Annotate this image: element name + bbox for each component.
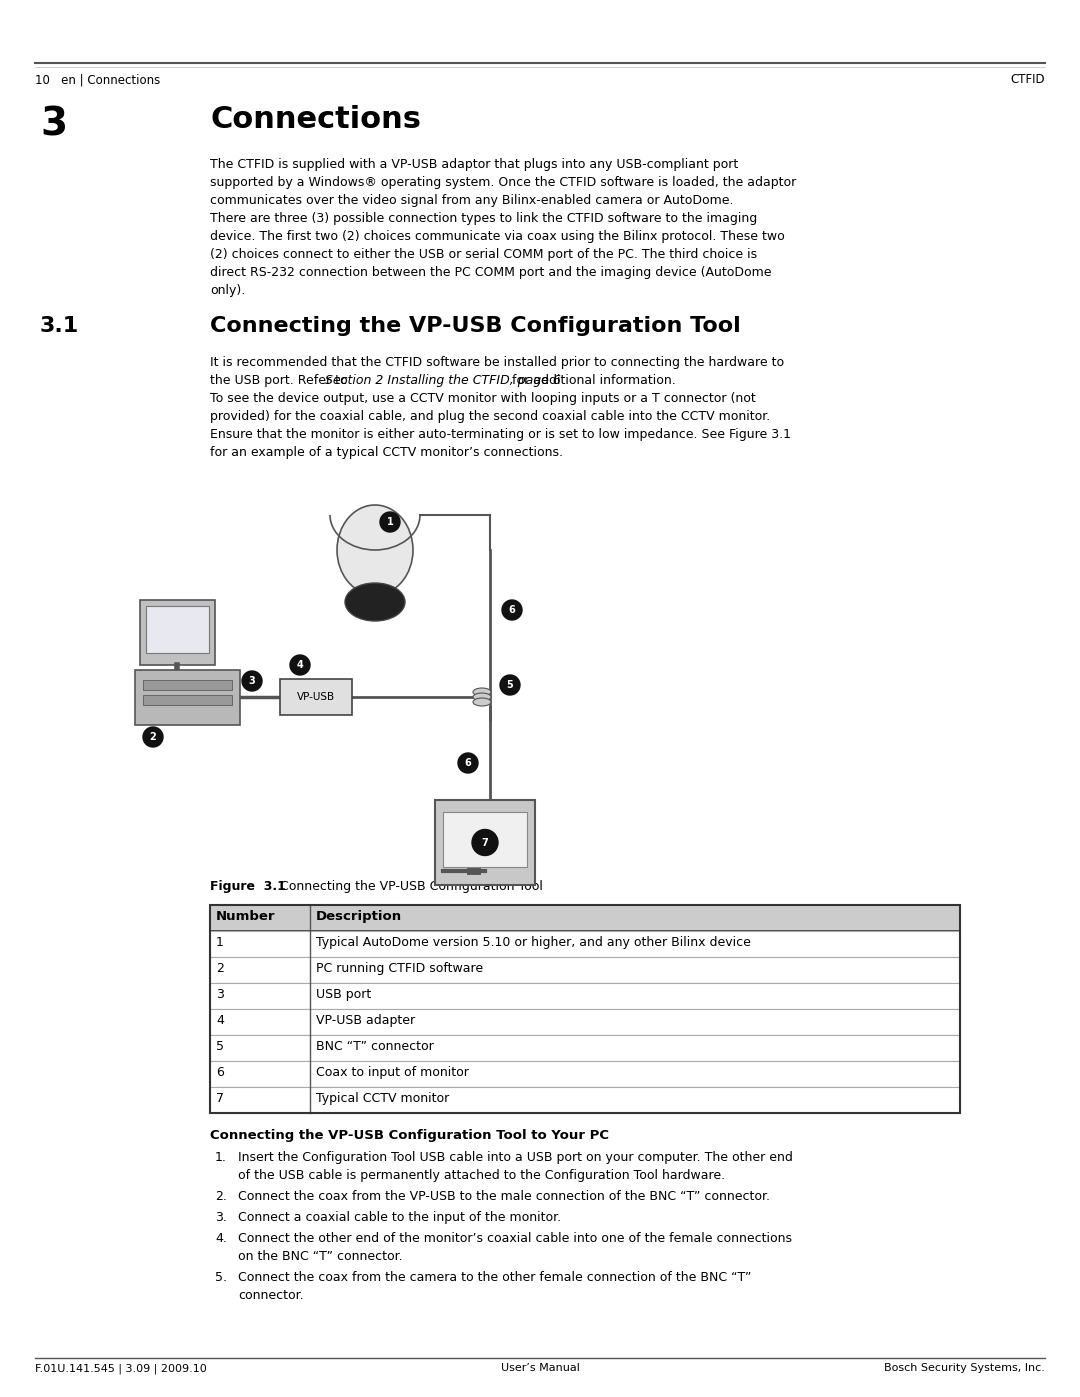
Text: F.01U.141.545 | 3.09 | 2009.10: F.01U.141.545 | 3.09 | 2009.10 (35, 1363, 206, 1373)
Text: 4: 4 (216, 1014, 224, 1027)
Text: device. The first two (2) choices communicate via coax using the Bilinx protocol: device. The first two (2) choices commun… (210, 231, 785, 243)
Text: Typical AutoDome version 5.10 or higher, and any other Bilinx device: Typical AutoDome version 5.10 or higher,… (316, 936, 751, 949)
Text: 7: 7 (482, 837, 488, 848)
Text: To see the device output, use a CCTV monitor with looping inputs or a T connecto: To see the device output, use a CCTV mon… (210, 393, 756, 405)
Text: for additional information.: for additional information. (508, 374, 676, 387)
Ellipse shape (473, 687, 491, 696)
Text: Section 2 Installing the CTFID, page 6: Section 2 Installing the CTFID, page 6 (325, 374, 562, 387)
Text: on the BNC “T” connector.: on the BNC “T” connector. (238, 1250, 403, 1263)
Text: Coax to input of monitor: Coax to input of monitor (316, 1066, 469, 1078)
Text: Figure  3.1: Figure 3.1 (210, 880, 286, 893)
Ellipse shape (345, 583, 405, 622)
Text: Connections: Connections (210, 105, 421, 134)
FancyBboxPatch shape (435, 800, 535, 886)
Text: 4.: 4. (215, 1232, 227, 1245)
FancyBboxPatch shape (210, 983, 960, 1009)
Text: 5: 5 (216, 1039, 224, 1053)
Text: 7: 7 (216, 1092, 224, 1105)
Text: Ensure that the monitor is either auto-terminating or is set to low impedance. S: Ensure that the monitor is either auto-t… (210, 427, 791, 441)
Circle shape (500, 675, 519, 694)
Text: Connecting the VP-USB Configuration Tool: Connecting the VP-USB Configuration Tool (268, 880, 543, 893)
Circle shape (458, 753, 478, 773)
FancyBboxPatch shape (210, 1035, 960, 1060)
Text: Typical CCTV monitor: Typical CCTV monitor (316, 1092, 449, 1105)
Text: Description: Description (316, 909, 402, 923)
Text: Connect the other end of the monitor’s coaxial cable into one of the female conn: Connect the other end of the monitor’s c… (238, 1232, 792, 1245)
Text: 3: 3 (248, 676, 255, 686)
FancyBboxPatch shape (146, 606, 210, 652)
Circle shape (242, 671, 262, 692)
Text: 5.: 5. (215, 1271, 227, 1284)
Text: Number: Number (216, 909, 275, 923)
Text: 4: 4 (297, 659, 303, 671)
Text: VP-USB: VP-USB (297, 692, 335, 703)
Text: of the USB cable is permanently attached to the Configuration Tool hardware.: of the USB cable is permanently attached… (238, 1169, 725, 1182)
Text: 6: 6 (216, 1066, 224, 1078)
Text: for an example of a typical CCTV monitor’s connections.: for an example of a typical CCTV monitor… (210, 446, 563, 460)
Text: 2: 2 (216, 963, 224, 975)
Text: direct RS-232 connection between the PC COMM port and the imaging device (AutoDo: direct RS-232 connection between the PC … (210, 265, 771, 279)
FancyBboxPatch shape (140, 599, 215, 665)
Ellipse shape (337, 504, 413, 595)
Text: supported by a Windows® operating system. Once the CTFID software is loaded, the: supported by a Windows® operating system… (210, 176, 796, 189)
FancyBboxPatch shape (210, 1087, 960, 1113)
Text: 2.: 2. (215, 1190, 227, 1203)
FancyBboxPatch shape (143, 694, 232, 705)
FancyBboxPatch shape (210, 930, 960, 957)
Circle shape (143, 726, 163, 747)
FancyBboxPatch shape (210, 1009, 960, 1035)
Text: provided) for the coaxial cable, and plug the second coaxial cable into the CCTV: provided) for the coaxial cable, and plu… (210, 409, 770, 423)
Text: Connect the coax from the VP-USB to the male connection of the BNC “T” connector: Connect the coax from the VP-USB to the … (238, 1190, 770, 1203)
Text: only).: only). (210, 284, 245, 298)
Text: 6: 6 (464, 759, 471, 768)
Text: 1: 1 (387, 517, 393, 527)
FancyBboxPatch shape (210, 905, 960, 930)
Text: Connecting the VP-USB Configuration Tool: Connecting the VP-USB Configuration Tool (210, 316, 741, 337)
Text: the USB port. Refer to: the USB port. Refer to (210, 374, 352, 387)
Text: 3: 3 (216, 988, 224, 1002)
Text: There are three (3) possible connection types to link the CTFID software to the : There are three (3) possible connection … (210, 212, 757, 225)
FancyBboxPatch shape (210, 1060, 960, 1087)
Text: 2: 2 (150, 732, 157, 742)
Text: 3.: 3. (215, 1211, 227, 1224)
Text: USB port: USB port (316, 988, 372, 1002)
Text: 3.1: 3.1 (40, 316, 79, 337)
Circle shape (502, 599, 522, 620)
Ellipse shape (473, 693, 491, 701)
Text: 10   en | Connections: 10 en | Connections (35, 73, 160, 87)
Circle shape (291, 655, 310, 675)
Text: 5: 5 (507, 680, 513, 690)
FancyBboxPatch shape (443, 812, 527, 868)
Text: 6: 6 (509, 605, 515, 615)
Text: connector.: connector. (238, 1289, 303, 1302)
FancyBboxPatch shape (280, 679, 352, 715)
FancyBboxPatch shape (143, 680, 232, 690)
Text: PC running CTFID software: PC running CTFID software (316, 963, 483, 975)
Text: Insert the Configuration Tool USB cable into a USB port on your computer. The ot: Insert the Configuration Tool USB cable … (238, 1151, 793, 1164)
FancyBboxPatch shape (135, 671, 240, 725)
Text: 1: 1 (216, 936, 224, 949)
Text: 1.: 1. (215, 1151, 227, 1164)
Text: Connect a coaxial cable to the input of the monitor.: Connect a coaxial cable to the input of … (238, 1211, 562, 1224)
Text: communicates over the video signal from any Bilinx-enabled camera or AutoDome.: communicates over the video signal from … (210, 194, 733, 207)
Text: BNC “T” connector: BNC “T” connector (316, 1039, 434, 1053)
Text: Connect the coax from the camera to the other female connection of the BNC “T”: Connect the coax from the camera to the … (238, 1271, 752, 1284)
Text: VP-USB adapter: VP-USB adapter (316, 1014, 415, 1027)
Text: User’s Manual: User’s Manual (500, 1363, 580, 1373)
FancyBboxPatch shape (210, 957, 960, 983)
Circle shape (472, 830, 498, 855)
Circle shape (380, 511, 400, 532)
Text: 3: 3 (40, 105, 67, 142)
Text: It is recommended that the CTFID software be installed prior to connecting the h: It is recommended that the CTFID softwar… (210, 356, 784, 369)
Text: Connecting the VP-USB Configuration Tool to Your PC: Connecting the VP-USB Configuration Tool… (210, 1129, 609, 1141)
Text: Bosch Security Systems, Inc.: Bosch Security Systems, Inc. (885, 1363, 1045, 1373)
Text: The CTFID is supplied with a VP-USB adaptor that plugs into any USB-compliant po: The CTFID is supplied with a VP-USB adap… (210, 158, 739, 170)
Text: CTFID: CTFID (1011, 73, 1045, 87)
Ellipse shape (473, 698, 491, 705)
Text: (2) choices connect to either the USB or serial COMM port of the PC. The third c: (2) choices connect to either the USB or… (210, 249, 757, 261)
